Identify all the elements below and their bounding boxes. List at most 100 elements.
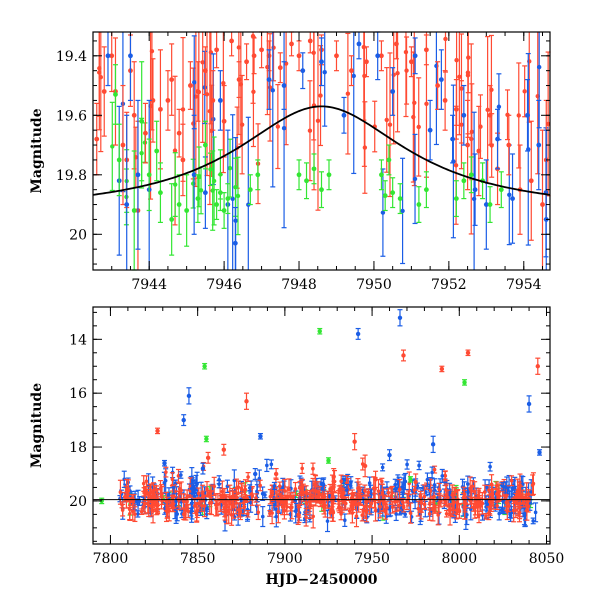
data-point — [282, 508, 287, 513]
data-point — [120, 503, 124, 507]
data-point — [235, 495, 239, 500]
data-point — [496, 104, 502, 109]
data-point — [154, 148, 160, 154]
data-point — [422, 494, 427, 499]
data-point — [158, 486, 163, 491]
data-point — [258, 434, 263, 439]
data-point — [381, 501, 386, 505]
data-point — [356, 41, 362, 47]
data-point — [144, 479, 149, 484]
data-point — [495, 136, 500, 142]
data-point — [444, 511, 449, 516]
data-point — [277, 484, 282, 488]
data-point — [524, 503, 529, 507]
data-point — [232, 240, 238, 246]
data-point — [432, 483, 437, 487]
data-point — [325, 519, 330, 523]
x-tick-label: 7900 — [267, 551, 303, 567]
data-point — [526, 401, 532, 407]
data-point — [209, 489, 213, 494]
data-point — [516, 113, 521, 118]
data-point — [169, 217, 175, 222]
data-point — [194, 512, 199, 517]
data-point — [296, 53, 302, 59]
data-point — [281, 126, 287, 131]
data-point — [150, 98, 156, 103]
data-point — [416, 124, 421, 130]
data-point — [487, 202, 493, 207]
data-point — [184, 507, 188, 511]
data-point — [205, 455, 211, 461]
data-point — [430, 470, 434, 475]
data-point — [293, 487, 298, 491]
data-point — [387, 452, 392, 458]
data-point — [221, 118, 227, 124]
data-point — [408, 511, 413, 515]
data-point — [202, 85, 207, 90]
data-point — [465, 70, 471, 75]
data-point — [394, 512, 398, 516]
data-point — [258, 483, 262, 488]
data-point — [263, 493, 267, 497]
data-point — [283, 489, 287, 493]
x-tick-label: 7800 — [93, 551, 129, 567]
data-point — [380, 491, 385, 495]
data-point — [453, 489, 458, 494]
data-point — [355, 331, 361, 337]
data-point — [234, 501, 238, 505]
data-point — [318, 500, 323, 505]
data-point — [202, 142, 208, 148]
data-point — [443, 474, 448, 478]
data-point — [317, 329, 322, 334]
data-point — [281, 83, 287, 88]
data-point — [366, 490, 371, 495]
data-point — [507, 192, 512, 198]
data-point — [397, 196, 403, 202]
data-point — [233, 185, 238, 190]
data-point — [530, 483, 535, 487]
data-point — [123, 495, 127, 499]
data-point — [528, 178, 534, 184]
data-point — [404, 68, 409, 73]
data-point — [308, 504, 312, 509]
data-point — [109, 53, 115, 59]
data-point — [508, 512, 512, 516]
data-point — [139, 509, 144, 514]
data-point — [545, 121, 551, 127]
data-point — [428, 488, 433, 493]
data-point — [201, 494, 205, 499]
data-point — [442, 98, 448, 103]
data-point — [143, 130, 148, 136]
data-point — [379, 172, 384, 178]
data-point — [179, 473, 183, 477]
x-tick-label: 7950 — [356, 277, 392, 293]
data-point — [443, 36, 448, 42]
data-point — [453, 106, 459, 112]
data-point — [265, 463, 269, 468]
data-point — [525, 112, 530, 118]
zoom-panel: 7944 7946 7948 7950 7952 7954 19.4 19.6 19.8 20 Ma… — [29, 31, 551, 293]
data-point — [472, 490, 477, 494]
data-point — [386, 157, 392, 163]
data-point — [158, 106, 163, 112]
data-point — [209, 500, 214, 505]
data-point — [208, 167, 213, 172]
x-axis-label: HJD−2450000 — [266, 572, 378, 588]
data-point — [195, 89, 201, 94]
data-point — [256, 510, 261, 515]
y-tick-label: 18 — [69, 440, 87, 456]
data-point — [476, 148, 482, 154]
data-point — [307, 38, 313, 44]
data-point — [149, 48, 155, 54]
data-point — [331, 474, 336, 479]
data-point — [236, 485, 241, 489]
data-point — [385, 505, 389, 510]
x-tick-label: 7944 — [131, 277, 167, 293]
data-point — [236, 45, 242, 50]
data-point — [504, 494, 509, 499]
data-point — [506, 142, 512, 148]
data-point — [272, 484, 277, 488]
data-point — [162, 461, 167, 466]
x-tick-label: 8000 — [441, 551, 477, 567]
